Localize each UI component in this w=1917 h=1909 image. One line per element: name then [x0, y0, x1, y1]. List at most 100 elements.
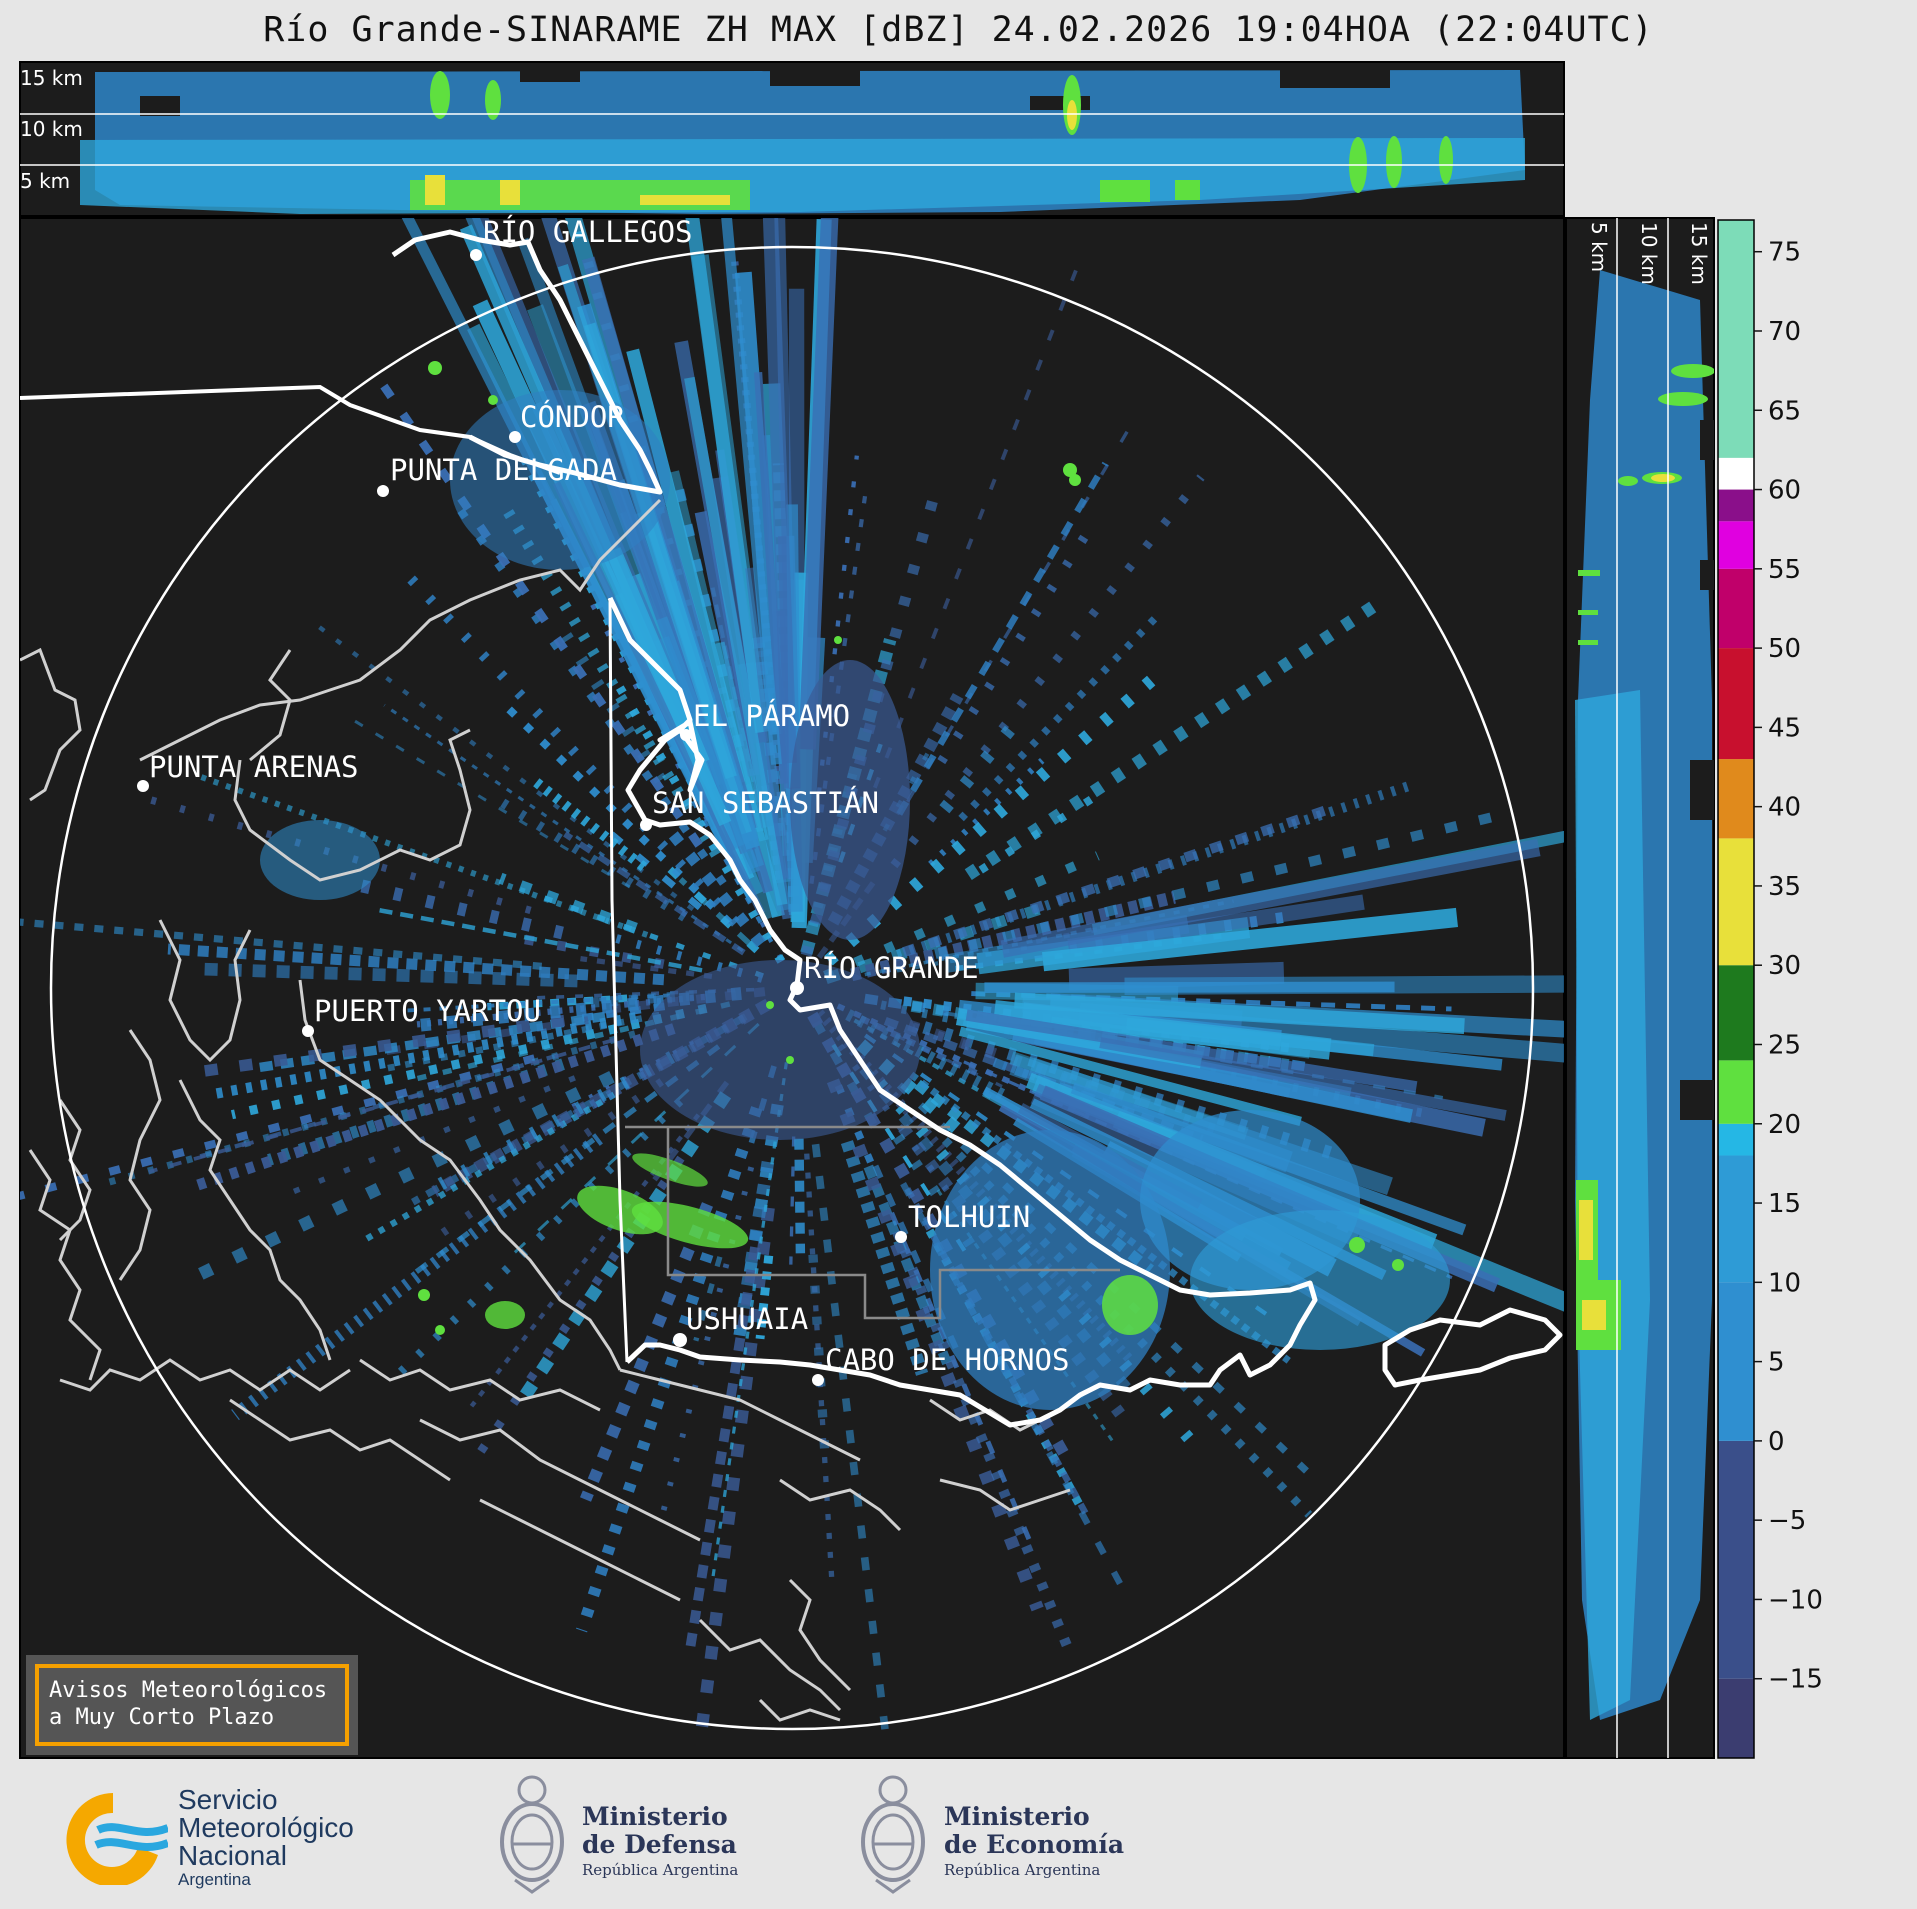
top-height-label: 5 km — [20, 169, 70, 193]
echo-streak — [958, 615, 1158, 822]
echo-streak — [652, 1080, 730, 1182]
place-label-puerto-yartou: PUERTO YARTOU — [314, 994, 541, 1028]
colorbar-band — [1718, 1678, 1754, 1758]
notice-line-1: Avisos Meteorológicos — [49, 1678, 328, 1703]
defensa-line-1: Ministerio — [582, 1802, 728, 1831]
echo-streak — [892, 1133, 978, 1252]
echo-streak — [20, 918, 543, 970]
place-label-tolhuin: TOLHUIN — [908, 1200, 1030, 1234]
echo-streak — [753, 372, 789, 784]
echo-streak — [1126, 1017, 1375, 1057]
coat-of-arms-economia-icon — [856, 1772, 931, 1897]
economia-line-1: Ministerio — [944, 1802, 1090, 1831]
colorbar-band — [1718, 648, 1754, 760]
page-title: Río Grande-SINARAME ZH MAX [dBZ] 24.02.2… — [0, 10, 1917, 52]
echo-streak — [978, 783, 1113, 874]
place-label-cabo-de-hornos: CABO DE HORNOS — [825, 1343, 1069, 1377]
colorbar-tick-label: 15 — [1768, 1189, 1801, 1219]
colorbar-tick-label: 45 — [1768, 713, 1801, 743]
echo-streak — [355, 878, 564, 940]
echo-streak — [503, 509, 721, 858]
echo-streak — [196, 772, 649, 938]
place-label-san-sebastian: SAN SEBASTIÁN — [652, 786, 879, 820]
coastlines — [20, 498, 1071, 1722]
colorbar-frame — [1717, 219, 1755, 1759]
echo-streak — [658, 1166, 755, 1520]
colorbar-tick-label: 70 — [1768, 317, 1801, 347]
echo-streak — [259, 1011, 606, 1072]
colorbar-band — [1718, 1060, 1754, 1124]
smn-line-4: Argentina — [178, 1870, 251, 1889]
place-labels: RÍO GALLEGOS CÓNDOR PUNTA DELGADA EL PÁR… — [149, 215, 1069, 1377]
place-label-ushuaia: USHUAIA — [686, 1302, 808, 1336]
echo-streak — [605, 547, 710, 766]
echo-streak — [511, 1091, 732, 1412]
colorbar-band — [1718, 1440, 1754, 1679]
echo-streak — [1099, 1037, 1507, 1121]
echo-streak — [896, 1082, 1321, 1485]
echo-streak — [580, 956, 713, 980]
echo-streak — [840, 1140, 929, 1376]
economia-line-2: de Economía — [944, 1830, 1125, 1859]
echo-streak — [231, 1133, 603, 1421]
echo-streak — [694, 510, 760, 777]
echo-streak — [684, 376, 788, 906]
echo-streak — [745, 567, 789, 880]
defensa-logo-text: Ministerio de Defensa República Argentin… — [582, 1802, 738, 1880]
echo-streak — [800, 489, 941, 957]
echo-streak — [1014, 992, 1465, 1035]
place-label-rio-grande: RÍO GRANDE — [804, 951, 979, 985]
colorbar-band — [1718, 1155, 1754, 1283]
echo-streak — [958, 1026, 1302, 1126]
echo-streak — [422, 1051, 676, 1199]
echo-streak — [964, 600, 1379, 880]
colorbar-tick-label: −15 — [1768, 1665, 1823, 1695]
echo-streak — [892, 1229, 1072, 1648]
title-text: Río Grande-SINARAME ZH MAX [dBZ] 24.02.2… — [263, 10, 1654, 50]
colorbar-tick-label: 0 — [1768, 1427, 1785, 1457]
colorbar-tick-label: 35 — [1768, 872, 1801, 902]
echo-streak — [373, 907, 703, 973]
place-label-el-paramo: EL PÁRAMO — [693, 699, 850, 733]
echo-streak — [826, 1078, 1044, 1612]
echo-streak — [148, 1037, 615, 1174]
echo-streak — [601, 824, 703, 911]
echo-streak — [762, 218, 797, 764]
echo-streak — [498, 872, 638, 934]
place-markers — [137, 249, 907, 1386]
echo-streak — [715, 641, 769, 842]
echo-streak — [401, 993, 671, 1013]
colorbar-tick-label: −5 — [1768, 1506, 1806, 1536]
echo-streak — [789, 1136, 796, 1265]
colorbar-band — [1718, 220, 1754, 458]
colorbar-tick-label: 75 — [1768, 238, 1801, 268]
colorbar-band — [1718, 838, 1754, 966]
echo-streak — [798, 218, 839, 750]
echo-streak — [1042, 907, 1459, 972]
colorbar-band — [1718, 521, 1754, 569]
echo-streak — [580, 1202, 714, 1502]
top-height-label: 15 km — [20, 66, 83, 90]
echo-streak — [377, 380, 703, 848]
place-label-punta-arenas: PUNTA ARENAS — [149, 750, 359, 784]
colorbar-band — [1718, 489, 1754, 522]
echo-streak — [569, 1040, 695, 1109]
colorbar-band — [1718, 965, 1754, 1061]
colorbar-tick-label: 30 — [1768, 951, 1801, 981]
notice-box[interactable]: Avisos Meteorológicos a Muy Corto Plazo — [26, 1655, 358, 1755]
top-height-profile: 15 km 10 km 5 km — [19, 61, 1565, 217]
colorbar-band — [1718, 1123, 1754, 1156]
colorbar-tick-label: 20 — [1768, 1110, 1801, 1140]
colorbar-band — [1718, 568, 1754, 649]
echo-streak — [178, 1071, 615, 1290]
echo-streak — [610, 675, 786, 964]
colorbar-tick-label: 10 — [1768, 1268, 1801, 1298]
echo-streak — [1050, 1016, 1311, 1059]
place-label-rio-gallegos: RÍO GALLEGOS — [483, 215, 693, 249]
economia-line-3: República Argentina — [944, 1861, 1101, 1879]
side-height-label: 15 km — [1687, 222, 1711, 285]
notice-line-2: a Muy Corto Plazo — [49, 1705, 275, 1730]
echo-streak — [549, 615, 666, 784]
